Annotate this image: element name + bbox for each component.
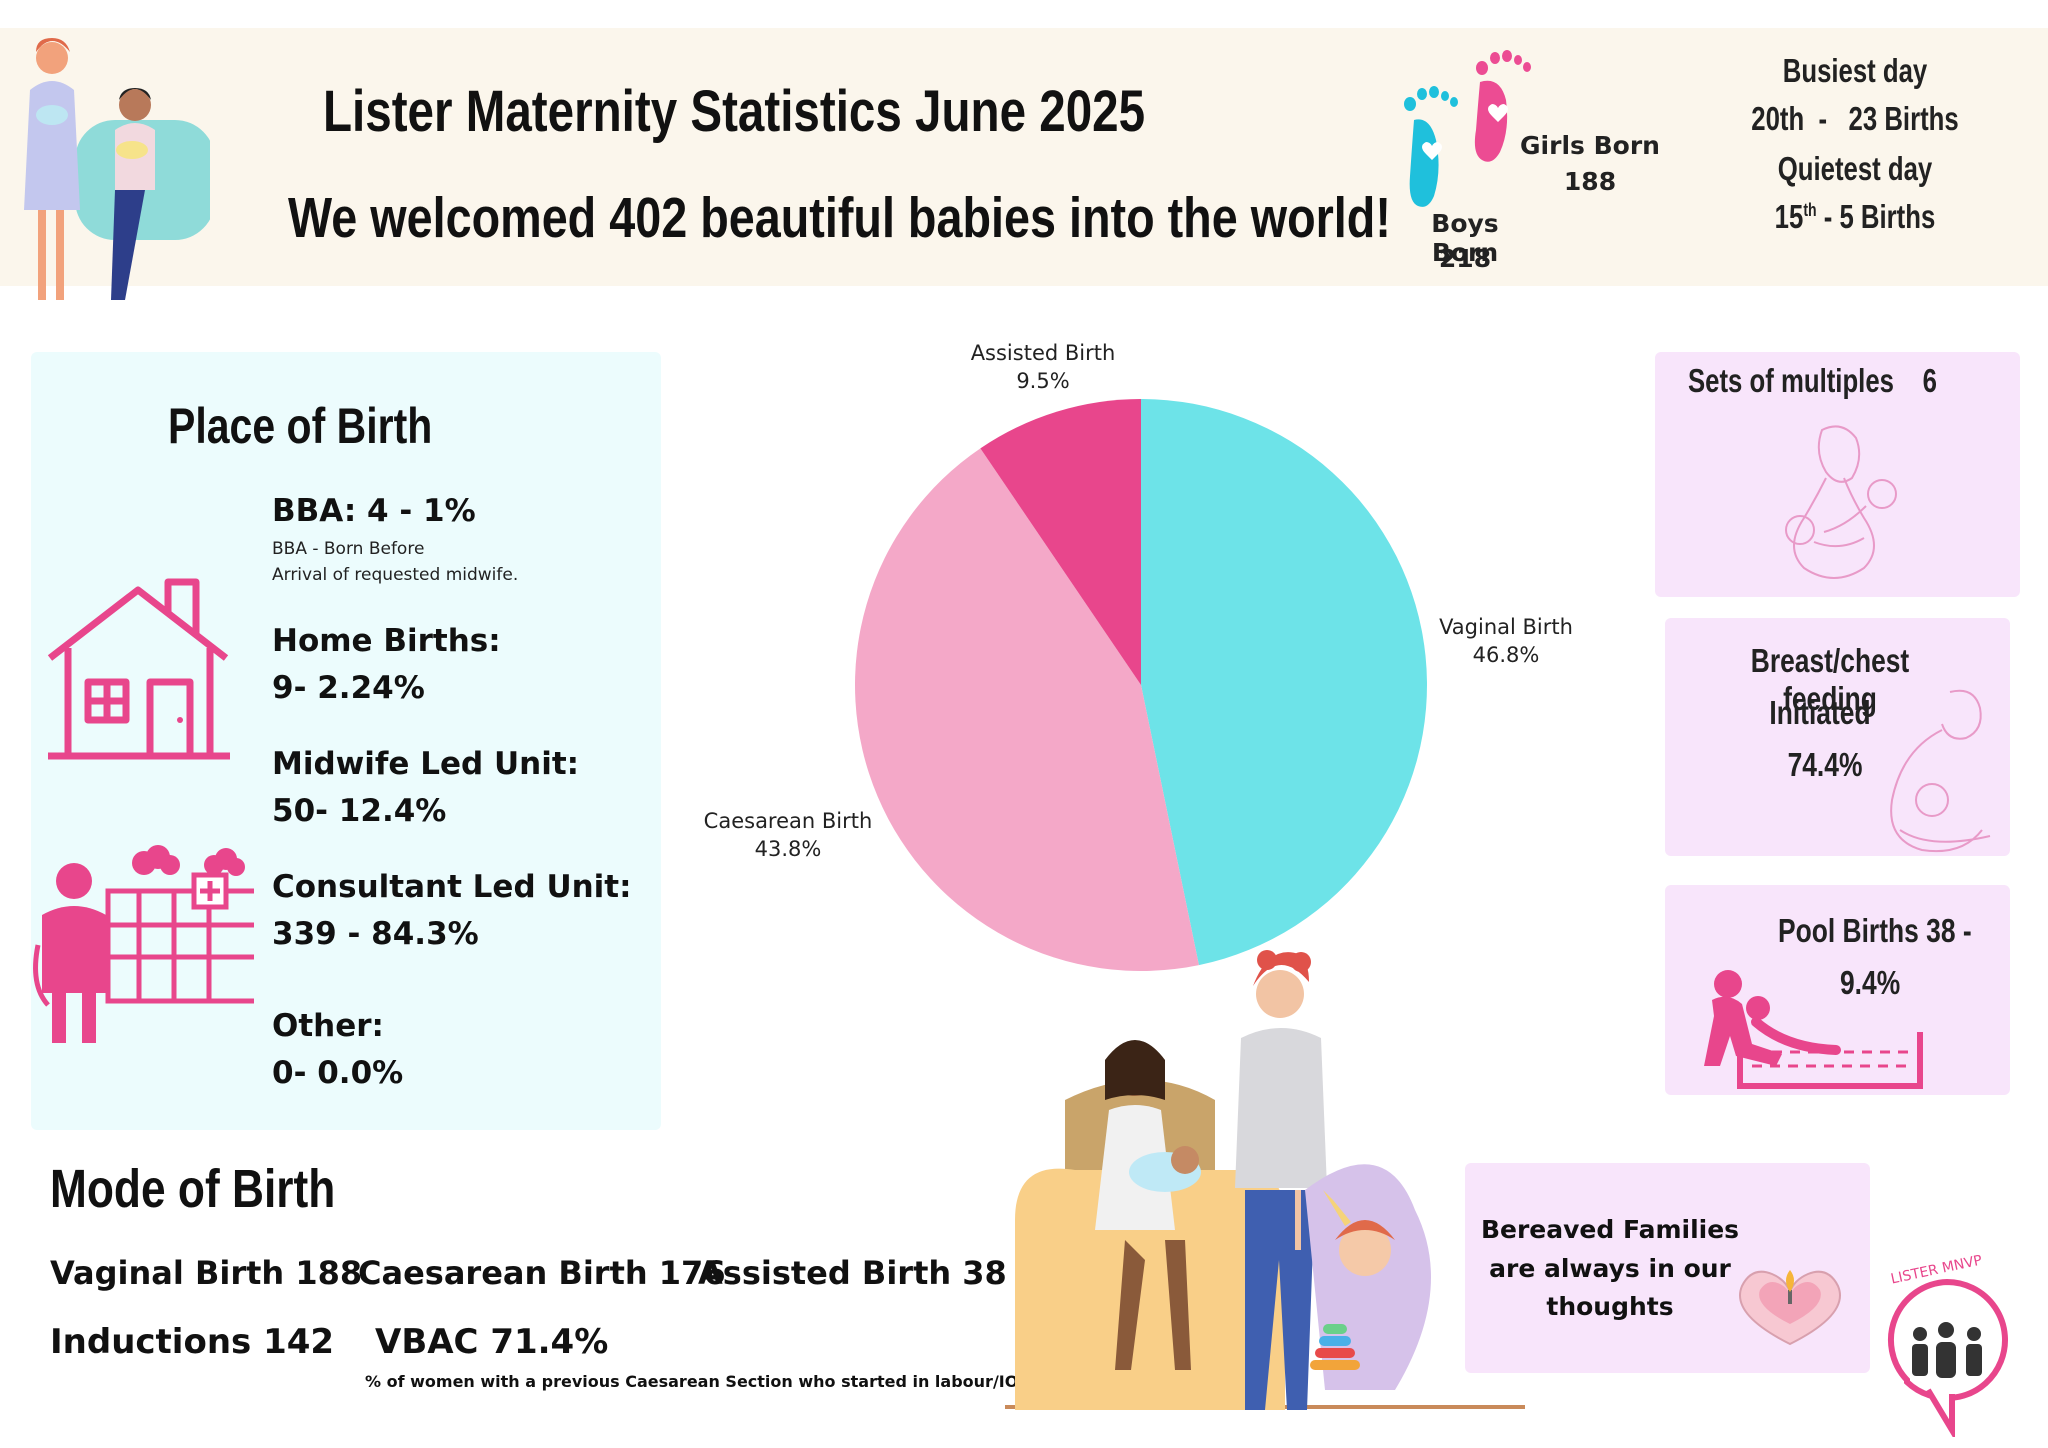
- mode-of-birth-heading: Mode of Birth: [50, 1159, 336, 1219]
- feeding-rate: 74.4%: [1787, 746, 1863, 783]
- multiples-stat: Sets of multiples 6: [1688, 362, 1937, 399]
- house-icon: [47, 578, 230, 760]
- breastfeeding-line-icon: [1890, 689, 1991, 853]
- pie-label-caesarean-birth: Caesarean Birth: [704, 809, 873, 833]
- header-banner: [0, 28, 2048, 286]
- pie-value-assisted-birth: 9.5%: [1016, 369, 1069, 393]
- mode-assisted: Assisted Birth 38: [698, 1254, 1007, 1292]
- home-births-value: 9- 2.24%: [272, 670, 425, 706]
- midwife-led-value: 50- 12.4%: [272, 793, 447, 829]
- pie-slice-assisted-birth: [980, 399, 1141, 685]
- pie-slice-vaginal-birth: [1141, 399, 1427, 966]
- vbac-note: % of women with a previous Caesarean Sec…: [365, 1372, 1029, 1391]
- lister-mnvp-logo: [1887, 1278, 2008, 1437]
- mode-vbac: VBAC 71.4%: [375, 1322, 609, 1362]
- bba-note-line1: BBA - Born Before: [272, 539, 425, 559]
- other-label: Other:: [272, 1008, 384, 1044]
- family-illustration: [24, 38, 210, 300]
- mode-caesarean: Caesarean Birth 176: [358, 1254, 726, 1292]
- pie-labels: Vaginal Birth 46.8% Caesarean Birth 43.8% As…: [704, 341, 1573, 861]
- page-subtitle: We welcomed 402 beautiful babies into th…: [288, 186, 1391, 250]
- pool-births-line1: Pool Births 38 -: [1778, 912, 1972, 949]
- water-birth-icon: [1704, 970, 1923, 1089]
- mother-twins-line-icon: [1785, 425, 1897, 579]
- heart-candle-icon: [1739, 1270, 1841, 1346]
- bba-note-line2: Arrival of requested midwife.: [272, 565, 519, 585]
- boys-born-label: Boys Born: [1431, 209, 1499, 267]
- mode-vaginal: Vaginal Birth 188: [50, 1254, 363, 1292]
- family-bottom-illustration: [1005, 950, 1525, 1410]
- pie-label-assisted-birth: Assisted Birth: [971, 341, 1116, 365]
- quietest-day-value: 15th - 5 Births: [1774, 198, 1936, 235]
- multiples-panel: [1655, 352, 2020, 597]
- quietest-day-label: Quietest day: [1777, 150, 1933, 187]
- pie-slices: [854, 399, 1427, 971]
- feeding-line2: Initiated: [1769, 694, 1871, 731]
- home-births-label: Home Births:: [272, 623, 501, 659]
- baby-feet-icon: [1404, 50, 1531, 207]
- bba-stat: BBA: 4 - 1%: [272, 493, 476, 529]
- mode-inductions: Inductions 142: [50, 1322, 335, 1362]
- girls-born-value: 188: [1563, 167, 1617, 196]
- place-of-birth-heading: Place of Birth: [168, 398, 433, 454]
- pool-births-rate: 9.4%: [1840, 964, 1901, 1001]
- bereaved-line1: Bereaved Families: [1480, 1215, 1740, 1244]
- bereaved-line3: thoughts: [1546, 1292, 1674, 1321]
- pie-label-vaginal-birth: Vaginal Birth: [1439, 615, 1573, 639]
- pie-slice-caesarean-birth: [854, 448, 1199, 971]
- pie-value-vaginal-birth: 46.8%: [1473, 643, 1540, 667]
- boys-born-value: 218: [1438, 244, 1492, 273]
- page-title: Lister Maternity Statistics June 2025: [323, 79, 1146, 144]
- consultant-led-label: Consultant Led Unit:: [272, 869, 632, 905]
- bereaved-line2: are always in our: [1489, 1254, 1731, 1283]
- feeding-line1: Breast/chest feeding: [1750, 642, 1910, 717]
- other-value: 0- 0.0%: [272, 1055, 404, 1091]
- busiest-day-value: 20th - 23 Births: [1751, 100, 1959, 137]
- busiest-day-label: Busiest day: [1782, 52, 1928, 89]
- hospital-doctor-icon: [33, 845, 254, 1043]
- consultant-led-value: 339 - 84.3%: [272, 916, 479, 952]
- midwife-led-label: Midwife Led Unit:: [272, 746, 580, 782]
- girls-born-label: Girls Born: [1520, 131, 1660, 160]
- mode-of-birth-pie-chart: Vaginal Birth 46.8% Caesarean Birth 43.8% As…: [704, 341, 1573, 971]
- pie-value-caesarean-birth: 43.8%: [755, 837, 822, 861]
